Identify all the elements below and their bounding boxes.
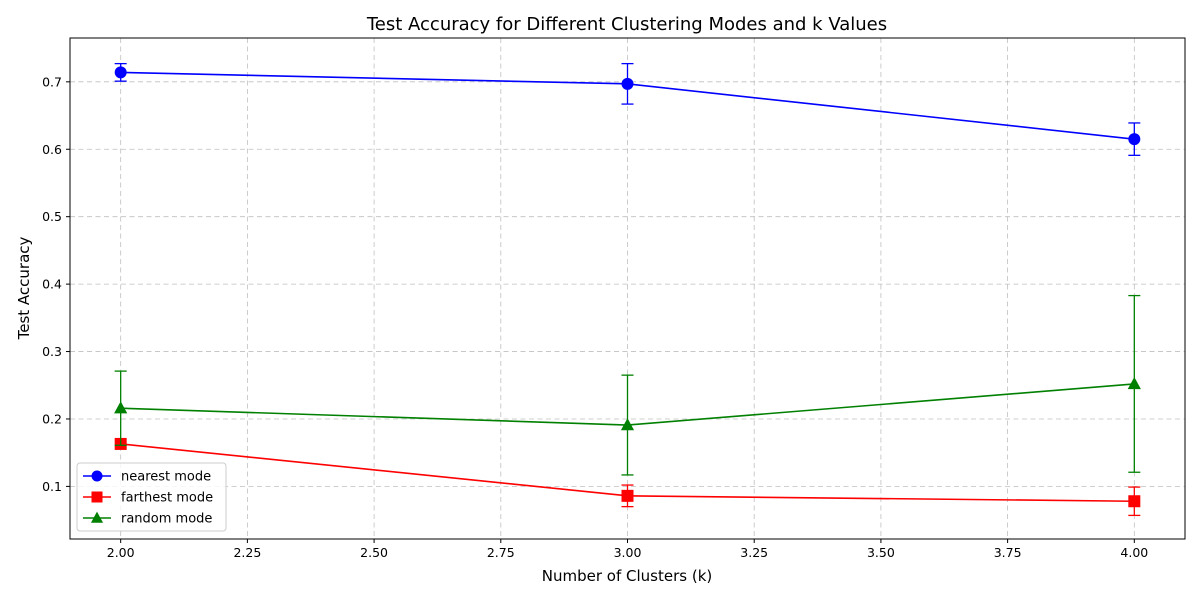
x-axis-label: Number of Clusters (k) [542,567,712,585]
y-tick-label: 0.7 [42,74,62,89]
x-tick-label: 3.50 [867,545,895,560]
data-point [114,401,128,414]
axis-ticks: 2.00 2.25 2.50 2.75 3.00 3.25 3.50 3.75 4.00 0.1 0… [42,74,1148,560]
series-farthest-mode [114,437,1141,517]
data-point [1128,495,1141,508]
y-axis-label: Test Accuracy [15,236,33,340]
legend-label: farthest mode [121,491,213,506]
y-tick-label: 0.1 [42,479,62,494]
series-random-mode [114,294,1141,476]
legend-item: nearest mode [83,470,211,485]
legend-marker [91,491,103,503]
legend-marker [90,511,104,523]
legend: nearest mode farthest mode random mode [76,462,227,532]
y-tick-label: 0.5 [42,209,62,224]
legend-box [76,462,227,532]
x-tick-label: 3.00 [614,545,642,560]
series-layer [114,62,1141,517]
chart-title: Test Accuracy for Different Clustering M… [366,14,887,35]
x-tick-label: 2.00 [107,545,135,560]
data-point [1127,377,1141,390]
data-point [114,66,127,79]
y-tick-label: 0.4 [42,277,62,292]
data-point [620,418,635,431]
x-tick-label: 2.25 [233,545,261,560]
legend-marker [91,470,103,482]
legend-item: random mode [83,512,212,527]
legend-item: farthest mode [83,491,213,506]
x-tick-label: 2.50 [360,545,388,560]
y-tick-label: 0.3 [42,344,62,359]
series-nearest-mode [114,62,1141,156]
y-tick-label: 0.2 [42,411,62,426]
x-tick-label: 2.75 [487,545,515,560]
x-tick-label: 4.00 [1120,545,1148,560]
y-tick-label: 0.6 [42,142,62,157]
legend-label: nearest mode [121,470,211,485]
x-tick-label: 3.75 [994,545,1022,560]
x-tick-label: 3.25 [740,545,768,560]
data-point [621,77,634,90]
legend-label: random mode [121,512,212,527]
data-point [1128,133,1141,146]
data-point [621,489,634,502]
